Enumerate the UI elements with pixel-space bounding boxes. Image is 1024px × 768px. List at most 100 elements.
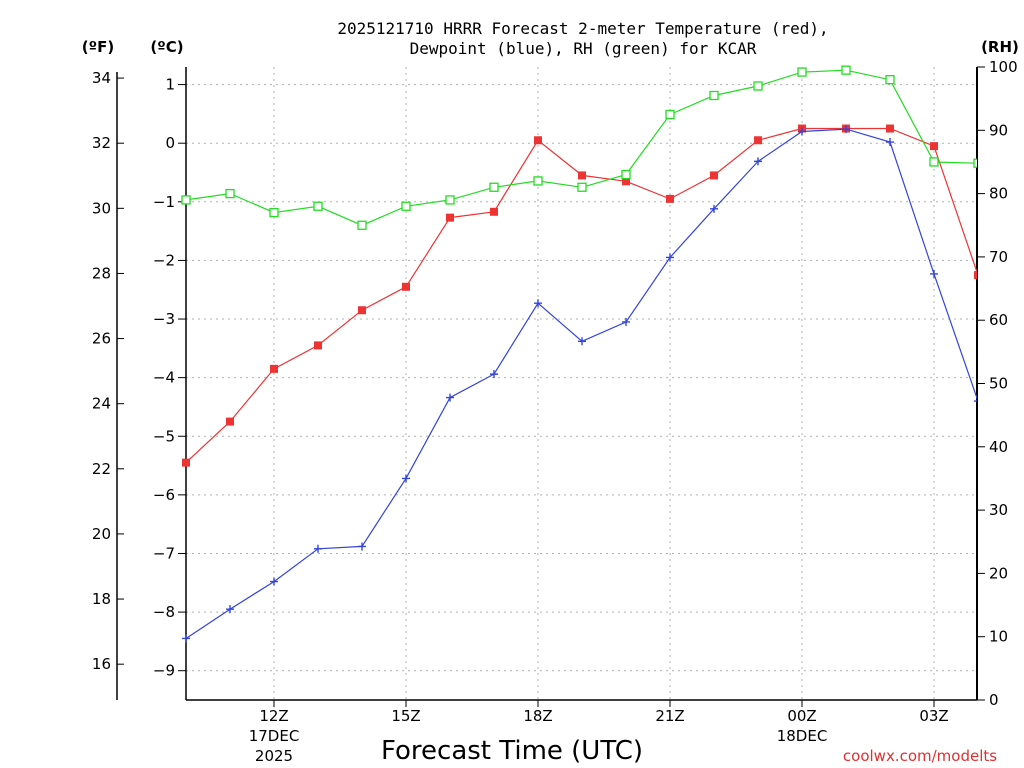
dewpoint-point [182, 634, 190, 643]
rh-tick-label: 40 [989, 438, 1008, 456]
fahrenheit-tick-label: 24 [92, 395, 111, 413]
dewpoint-point [710, 204, 718, 213]
fahrenheit-tick-label: 28 [92, 264, 111, 282]
chart-title-line2: Dewpoint (blue), RH (green) for KCAR [410, 39, 757, 58]
fahrenheit-tick-label: 16 [92, 655, 111, 673]
dewpoint-point [666, 253, 674, 262]
dewpoint-point [798, 127, 806, 136]
rh-point [885, 75, 895, 85]
dewpoint-point [974, 400, 977, 402]
temperature-point [446, 213, 454, 222]
x-tick-label: 03Z [919, 707, 948, 725]
dewpoint-point [886, 138, 894, 147]
rh-tick-label: 80 [989, 185, 1008, 203]
temperature-point [578, 171, 586, 180]
chart-title-line1: 2025121710 HRRR Forecast 2-meter Tempera… [337, 19, 828, 38]
series-layer [181, 65, 977, 643]
rh-tick-label: 100 [989, 58, 1018, 76]
rh-point [929, 157, 939, 167]
temperature-point [490, 207, 498, 216]
temperature-point [974, 271, 977, 280]
rh-point [445, 195, 455, 205]
rh-point [313, 201, 323, 211]
rh-unit-label: (RH) [981, 38, 1019, 56]
fahrenheit-tick-label: 26 [92, 330, 111, 348]
x-tick-label: 00Z [787, 707, 816, 725]
temperature-point [534, 136, 542, 145]
rh-point [181, 195, 191, 205]
x-tick-label: 21Z [655, 707, 684, 725]
rh-tick-label: 50 [989, 375, 1008, 393]
rh-point [489, 182, 499, 192]
celsius-tick-label: −4 [153, 369, 175, 387]
dewpoint-point [314, 544, 322, 553]
rh-point [797, 67, 807, 77]
rh-point [577, 182, 587, 192]
celsius-tick-label: −8 [153, 603, 175, 621]
celsius-tick-label: −6 [153, 486, 175, 504]
rh-tick-label: 30 [989, 501, 1008, 519]
rh-tick-label: 70 [989, 248, 1008, 266]
temperature-point [358, 306, 366, 315]
x-tick-label: 12Z [259, 707, 288, 725]
dewpoint-point [842, 125, 850, 134]
fahrenheit-tick-label: 32 [92, 134, 111, 152]
temperature-point [754, 136, 762, 145]
rh-tick-label: 0 [989, 691, 999, 709]
temperature-point [182, 458, 190, 467]
fahrenheit-tick-label: 30 [92, 199, 111, 217]
celsius-tick-label: −1 [153, 193, 175, 211]
dewpoint-point [490, 370, 498, 379]
dewpoint-point [754, 157, 762, 166]
rh-tick-label: 20 [989, 564, 1008, 582]
dewpoint-point [534, 299, 542, 308]
x-tick-label: 18Z [523, 707, 552, 725]
rh-tick-label: 60 [989, 311, 1008, 329]
rh-point [225, 188, 235, 199]
temperature-point [622, 177, 630, 186]
series-rh [181, 65, 977, 230]
temperature-point [270, 364, 278, 373]
dewpoint-point [270, 577, 278, 586]
dewpoint-point [358, 542, 366, 551]
axes-layer: 10−1−2−3−4−5−6−7−8−934323028262422201816… [92, 58, 1018, 765]
grid-layer [186, 67, 977, 700]
x-axis-title: Forecast Time (UTC) [381, 736, 643, 766]
rh-point [753, 81, 763, 91]
temperature-point [710, 171, 718, 180]
temperature-point [930, 142, 938, 151]
temperature-point [402, 282, 410, 291]
celsius-tick-label: −5 [153, 427, 175, 445]
celsius-tick-label: 1 [165, 76, 175, 94]
rh-point [841, 65, 851, 75]
rh-point [269, 207, 279, 218]
fahrenheit-tick-label: 20 [92, 525, 111, 543]
rh-point [357, 220, 367, 230]
rh-point [621, 169, 631, 180]
dewpoint-point [226, 605, 234, 614]
credit-text: coolwx.com/modelts [843, 747, 997, 765]
x-tick-year-label: 2025 [255, 747, 293, 765]
rh-point [665, 109, 675, 120]
series-temperature [182, 124, 977, 467]
celsius-tick-label: −9 [153, 662, 175, 680]
dewpoint-point [622, 317, 630, 326]
temperature-point [314, 341, 322, 350]
series-dewpoint [182, 125, 977, 643]
rh-point [533, 176, 543, 186]
dewpoint-point [402, 474, 410, 483]
x-tick-label: 15Z [391, 707, 420, 725]
x-tick-date-label: 18DEC [777, 727, 828, 745]
temperature-point [226, 417, 234, 426]
celsius-tick-label: −2 [153, 251, 175, 269]
dewpoint-point [578, 337, 586, 346]
celsius-tick-label: −3 [153, 310, 175, 328]
celsius-tick-label: −7 [153, 544, 175, 562]
celsius-tick-label: 0 [165, 134, 175, 152]
x-tick-date-label: 17DEC [249, 727, 300, 745]
temperature-point [886, 124, 894, 133]
rh-tick-label: 10 [989, 628, 1008, 646]
rh-tick-label: 90 [989, 121, 1008, 139]
fahrenheit-tick-label: 34 [92, 69, 111, 87]
